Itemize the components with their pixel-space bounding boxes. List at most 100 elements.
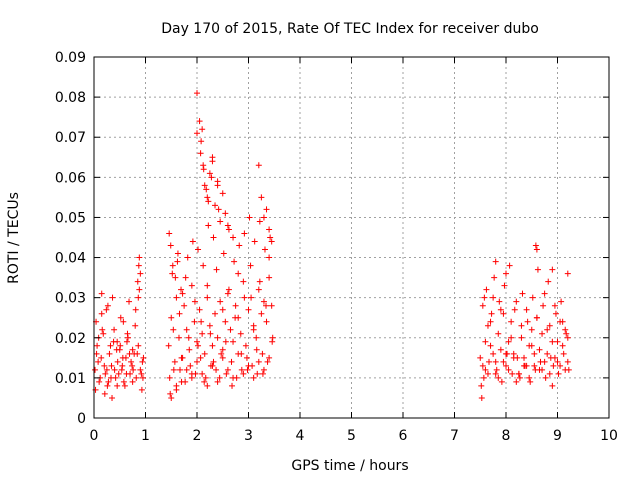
data-point: [189, 238, 196, 245]
data-point: [492, 358, 499, 365]
x-axis-label: GPS time / hours: [291, 458, 408, 474]
y-axis-label: ROTI / TECUs: [6, 192, 22, 284]
data-point: [495, 330, 502, 337]
data-point: [170, 366, 177, 373]
data-point: [503, 270, 509, 277]
data-point: [205, 222, 212, 229]
data-point: [118, 366, 125, 373]
data-point: [255, 358, 262, 365]
data-point: [119, 362, 126, 369]
data-point: [551, 302, 558, 309]
data-point: [549, 338, 556, 345]
data-point: [115, 370, 122, 377]
data-point: [555, 370, 562, 377]
data-point: [230, 234, 237, 241]
data-point: [524, 318, 531, 325]
data-point: [247, 262, 254, 269]
data-point: [107, 374, 114, 381]
data-point: [230, 374, 237, 381]
data-point: [486, 358, 493, 365]
data-point: [204, 194, 211, 201]
data-point: [135, 262, 142, 269]
data-point: [174, 258, 181, 265]
data-point: [243, 354, 250, 361]
data-point: [139, 374, 146, 381]
data-point: [251, 238, 258, 245]
data-point: [205, 198, 212, 205]
data-point: [140, 354, 147, 361]
data-point: [123, 370, 130, 377]
data-point: [260, 214, 267, 221]
data-point: [490, 294, 497, 301]
data-point: [137, 270, 144, 277]
data-point: [268, 302, 275, 309]
data-point: [232, 314, 239, 321]
data-point: [107, 342, 114, 349]
data-point: [508, 334, 515, 341]
data-point: [267, 234, 274, 241]
data-point: [102, 370, 109, 377]
data-point: [133, 374, 140, 381]
data-point: [263, 302, 270, 309]
data-point: [119, 354, 126, 361]
data-point: [114, 358, 121, 365]
data-point: [532, 242, 539, 249]
data-point: [128, 358, 135, 365]
data-point: [242, 342, 249, 349]
data-point: [181, 302, 188, 309]
data-point: [516, 374, 523, 381]
data-point: [195, 246, 202, 253]
data-point: [484, 370, 491, 377]
data-point: [256, 218, 263, 225]
data-point: [137, 366, 144, 373]
data-point: [531, 362, 538, 369]
data-point: [564, 358, 571, 365]
data-point: [256, 278, 263, 285]
data-point: [134, 350, 141, 357]
data-point: [479, 302, 486, 309]
data-point: [204, 282, 211, 289]
data-point: [120, 378, 127, 385]
data-point: [197, 354, 204, 361]
data-point: [186, 346, 193, 353]
data-point: [183, 366, 190, 373]
data-point: [264, 358, 271, 365]
data-point: [167, 242, 174, 249]
data-point: [224, 366, 231, 373]
data-point: [250, 326, 257, 333]
data-point: [136, 286, 143, 293]
data-point: [213, 266, 220, 273]
data-point: [253, 334, 260, 341]
data-point: [487, 342, 494, 349]
data-point: [554, 338, 561, 345]
data-point: [541, 358, 548, 365]
data-point: [510, 354, 517, 361]
data-point: [564, 334, 571, 341]
data-point: [222, 338, 229, 345]
data-point: [130, 366, 137, 373]
data-point: [518, 334, 525, 341]
data-point: [244, 366, 251, 373]
data-point: [111, 326, 118, 333]
data-point: [215, 206, 222, 213]
data-point: [129, 346, 136, 353]
data-point: [200, 166, 207, 173]
data-point: [235, 350, 242, 357]
data-point: [132, 322, 139, 329]
data-point: [219, 354, 226, 361]
data-point: [210, 358, 217, 365]
data-point: [526, 374, 533, 381]
data-point: [179, 290, 186, 297]
data-point: [500, 358, 507, 365]
data-point: [492, 370, 499, 377]
data-points: [92, 90, 572, 401]
data-point: [501, 282, 508, 289]
data-point: [126, 350, 133, 357]
data-point: [222, 318, 229, 325]
data-point: [199, 330, 206, 337]
data-point: [564, 270, 571, 277]
data-point: [560, 350, 567, 357]
data-point: [562, 326, 569, 333]
data-point: [136, 254, 143, 261]
data-point: [541, 290, 548, 297]
